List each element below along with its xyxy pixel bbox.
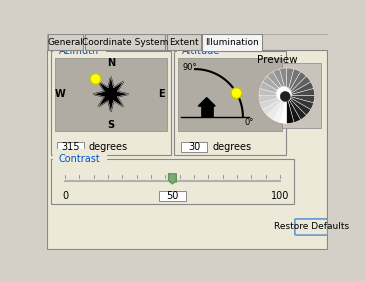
Circle shape [231,88,242,98]
Wedge shape [280,68,287,96]
Text: Azimuth: Azimuth [59,46,99,56]
Wedge shape [280,96,287,123]
Wedge shape [287,96,294,123]
Text: Restore Defaults: Restore Defaults [274,223,349,232]
Text: S: S [107,120,114,130]
Bar [167,35,200,50]
Text: Coordinate System: Coordinate System [82,38,168,47]
Bar [178,58,282,131]
Wedge shape [273,96,287,123]
Text: 90°: 90° [182,63,197,72]
Wedge shape [287,89,315,96]
Wedge shape [287,96,315,103]
Bar [51,159,294,204]
Circle shape [280,92,290,101]
Text: W: W [55,89,66,99]
Wedge shape [263,96,287,115]
Text: E: E [158,89,165,99]
Polygon shape [198,98,215,106]
Bar [253,63,321,128]
Wedge shape [287,68,294,96]
Circle shape [276,86,292,102]
FancyBboxPatch shape [295,219,328,235]
Bar [51,51,170,155]
Text: 100: 100 [271,191,289,201]
Bar [57,142,84,152]
Wedge shape [287,96,306,120]
Wedge shape [287,96,314,110]
Wedge shape [287,96,301,123]
Text: degrees: degrees [212,142,251,152]
Wedge shape [267,96,287,120]
Wedge shape [260,82,287,96]
Polygon shape [169,174,176,184]
Wedge shape [259,96,287,103]
Wedge shape [263,76,287,96]
Wedge shape [287,69,301,96]
Bar [200,106,213,117]
Bar [174,51,286,155]
Wedge shape [267,72,287,96]
Circle shape [90,74,101,84]
Wedge shape [260,96,287,110]
Bar [181,142,207,152]
Bar [48,35,84,50]
Wedge shape [287,96,311,115]
Text: 315: 315 [62,142,80,152]
Bar [55,58,167,131]
Text: N: N [107,58,115,68]
Bar [85,35,165,50]
Wedge shape [287,76,311,96]
Text: 30: 30 [188,142,200,152]
Polygon shape [93,76,128,112]
Bar [202,35,262,51]
Bar [158,191,186,201]
Text: 0: 0 [62,191,68,201]
Text: Preview: Preview [257,55,298,65]
Wedge shape [273,69,287,96]
Wedge shape [259,89,287,96]
Wedge shape [287,72,306,96]
Text: General: General [48,38,84,47]
Text: 50: 50 [166,191,178,201]
Bar [169,175,176,182]
Wedge shape [287,82,314,96]
Text: Extent: Extent [169,38,199,47]
Text: 0°: 0° [245,118,254,127]
Text: Contrast: Contrast [59,154,101,164]
Text: degrees: degrees [89,142,128,152]
Text: Altitude: Altitude [182,46,220,56]
Text: Illumination: Illumination [205,38,259,47]
